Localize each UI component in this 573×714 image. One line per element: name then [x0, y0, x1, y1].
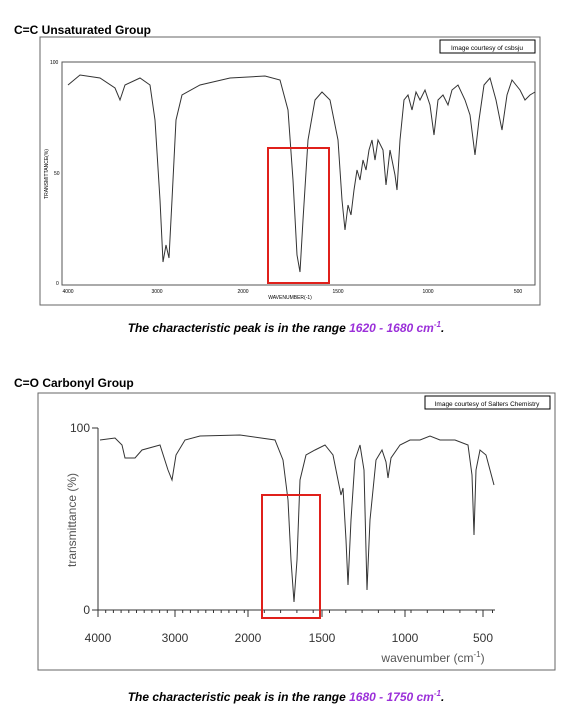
heading: C=O Carbonyl Group — [14, 376, 134, 390]
y-tick-label: 50 — [54, 171, 60, 177]
minor-ticks — [97, 610, 493, 617]
x-tick-label: 3000 — [151, 289, 162, 295]
credit-box — [424, 395, 551, 410]
x-tick-label: 2000 — [237, 289, 248, 295]
y-tick-label: 100 — [50, 60, 59, 66]
heading: C=C Unsaturated Group — [14, 23, 151, 37]
y-tick-label: 0 — [56, 281, 59, 287]
x-label-end: ) — [481, 651, 485, 665]
y-label: transmittance (%) — [65, 473, 79, 567]
highlight-box — [261, 494, 321, 619]
x-tick-label: 4000 — [85, 631, 112, 645]
x-tick-label: 1000 — [422, 289, 433, 295]
credit: Image courtesy of Salters Chemistry — [435, 401, 541, 408]
spectrum-line — [99, 434, 495, 603]
caption: The characteristic peak is in the range … — [128, 320, 445, 335]
x-tick-label: 2000 — [235, 631, 262, 645]
caption-range: 1680 - 1750 cm — [349, 690, 434, 704]
caption-end: . — [441, 321, 444, 335]
credit-box — [439, 39, 536, 54]
caption-superscript: -1 — [434, 689, 442, 698]
highlight-box — [267, 147, 330, 284]
caption-end: . — [441, 690, 444, 704]
x-tick-label: 1000 — [392, 631, 419, 645]
x-label-superscript: -1 — [473, 650, 481, 659]
x-tick-label: 500 — [473, 631, 493, 645]
caption-text: The characteristic peak is in the range — [128, 690, 349, 704]
x-tick-label: 500 — [514, 289, 523, 295]
caption-superscript: -1 — [434, 320, 442, 329]
x-label: wavenumber (cm-1) — [380, 650, 484, 665]
x-tick-label: 1500 — [332, 289, 343, 295]
x-tick-label: 4000 — [62, 289, 73, 295]
spectrum-line — [67, 74, 536, 273]
y-tick-label: 100 — [70, 421, 90, 435]
y-label: TRANSMITTANCE(%) — [44, 149, 50, 199]
caption: The characteristic peak is in the range … — [128, 689, 445, 704]
x-tick-label: 3000 — [162, 631, 189, 645]
x-label-text: wavenumber (cm — [380, 651, 473, 665]
y-tick-label: 0 — [83, 603, 90, 617]
figure-frame — [37, 392, 556, 671]
caption-text: The characteristic peak is in the range — [128, 321, 349, 335]
plot-frame — [61, 61, 536, 286]
x-label: WAVENUMBER(-1) — [268, 295, 312, 301]
figure-frame — [39, 36, 541, 306]
credit: Image courtesy of csbsju — [451, 45, 523, 52]
x-tick-label: 1500 — [309, 631, 336, 645]
caption-range: 1620 - 1680 cm — [349, 321, 434, 335]
